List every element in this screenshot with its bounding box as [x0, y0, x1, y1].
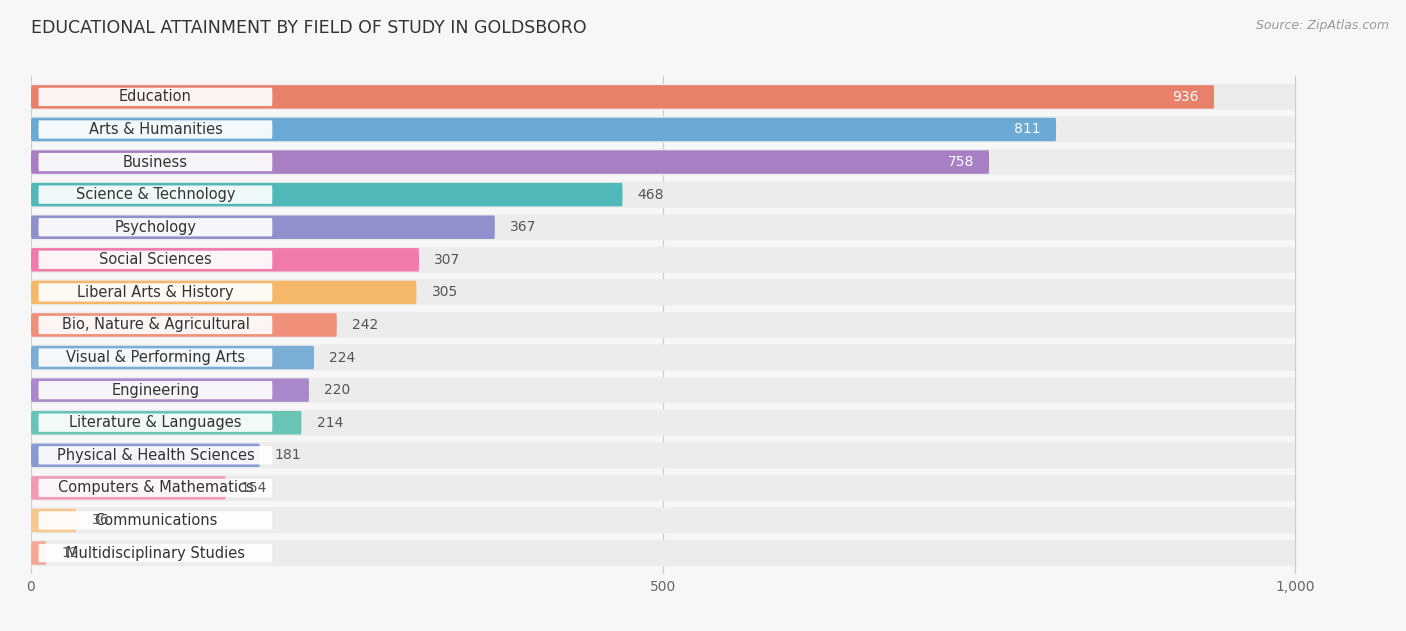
FancyBboxPatch shape [31, 411, 301, 434]
FancyBboxPatch shape [38, 511, 273, 529]
Text: Science & Technology: Science & Technology [76, 187, 235, 202]
FancyBboxPatch shape [38, 283, 273, 302]
FancyBboxPatch shape [31, 150, 988, 174]
FancyBboxPatch shape [31, 281, 416, 304]
Text: Psychology: Psychology [114, 220, 197, 235]
FancyBboxPatch shape [38, 121, 273, 139]
FancyBboxPatch shape [31, 509, 76, 532]
FancyBboxPatch shape [31, 379, 309, 402]
Text: 307: 307 [434, 253, 460, 267]
FancyBboxPatch shape [31, 117, 1295, 143]
Text: 224: 224 [329, 351, 356, 365]
FancyBboxPatch shape [31, 345, 1295, 370]
FancyBboxPatch shape [38, 316, 273, 334]
FancyBboxPatch shape [31, 410, 1295, 436]
Text: Communications: Communications [94, 513, 217, 528]
FancyBboxPatch shape [31, 216, 495, 239]
FancyBboxPatch shape [38, 381, 273, 399]
FancyBboxPatch shape [31, 183, 623, 206]
Text: Social Sciences: Social Sciences [98, 252, 212, 268]
FancyBboxPatch shape [31, 248, 419, 271]
FancyBboxPatch shape [31, 247, 1295, 273]
Text: Visual & Performing Arts: Visual & Performing Arts [66, 350, 245, 365]
FancyBboxPatch shape [31, 507, 1295, 533]
Text: EDUCATIONAL ATTAINMENT BY FIELD OF STUDY IN GOLDSBORO: EDUCATIONAL ATTAINMENT BY FIELD OF STUDY… [31, 19, 586, 37]
Text: Engineering: Engineering [111, 382, 200, 398]
FancyBboxPatch shape [38, 544, 273, 562]
Text: 242: 242 [352, 318, 378, 332]
FancyBboxPatch shape [31, 118, 1056, 141]
Text: 305: 305 [432, 285, 458, 299]
FancyBboxPatch shape [31, 377, 1295, 403]
Text: Computers & Mathematics: Computers & Mathematics [58, 480, 253, 495]
Text: 220: 220 [325, 383, 350, 397]
FancyBboxPatch shape [38, 446, 273, 464]
FancyBboxPatch shape [38, 413, 273, 432]
FancyBboxPatch shape [31, 182, 1295, 208]
Text: 181: 181 [276, 448, 301, 463]
Text: Arts & Humanities: Arts & Humanities [89, 122, 222, 137]
Text: Education: Education [120, 90, 191, 104]
FancyBboxPatch shape [31, 540, 1295, 566]
Text: 936: 936 [1173, 90, 1199, 104]
FancyBboxPatch shape [31, 312, 1295, 338]
FancyBboxPatch shape [38, 479, 273, 497]
FancyBboxPatch shape [38, 218, 273, 237]
FancyBboxPatch shape [31, 84, 1295, 110]
Text: 367: 367 [510, 220, 537, 234]
Text: Source: ZipAtlas.com: Source: ZipAtlas.com [1256, 19, 1389, 32]
FancyBboxPatch shape [38, 348, 273, 367]
Text: 12: 12 [62, 546, 79, 560]
FancyBboxPatch shape [38, 186, 273, 204]
Text: 468: 468 [638, 187, 664, 202]
FancyBboxPatch shape [31, 313, 337, 337]
FancyBboxPatch shape [31, 444, 260, 467]
FancyBboxPatch shape [31, 442, 1295, 468]
FancyBboxPatch shape [31, 476, 225, 500]
Text: Business: Business [122, 155, 188, 170]
Text: 214: 214 [316, 416, 343, 430]
Text: Bio, Nature & Agricultural: Bio, Nature & Agricultural [62, 317, 249, 333]
Text: 36: 36 [91, 514, 110, 528]
FancyBboxPatch shape [31, 346, 314, 369]
FancyBboxPatch shape [31, 85, 1215, 109]
Text: Literature & Languages: Literature & Languages [69, 415, 242, 430]
FancyBboxPatch shape [31, 214, 1295, 240]
Text: Physical & Health Sciences: Physical & Health Sciences [56, 448, 254, 463]
FancyBboxPatch shape [31, 475, 1295, 501]
FancyBboxPatch shape [31, 280, 1295, 305]
Text: 154: 154 [240, 481, 267, 495]
FancyBboxPatch shape [31, 541, 46, 565]
FancyBboxPatch shape [38, 153, 273, 171]
FancyBboxPatch shape [38, 251, 273, 269]
FancyBboxPatch shape [38, 88, 273, 106]
Text: 758: 758 [948, 155, 974, 169]
Text: Liberal Arts & History: Liberal Arts & History [77, 285, 233, 300]
FancyBboxPatch shape [31, 149, 1295, 175]
Text: Multidisciplinary Studies: Multidisciplinary Studies [66, 546, 245, 560]
Text: 811: 811 [1014, 122, 1040, 136]
